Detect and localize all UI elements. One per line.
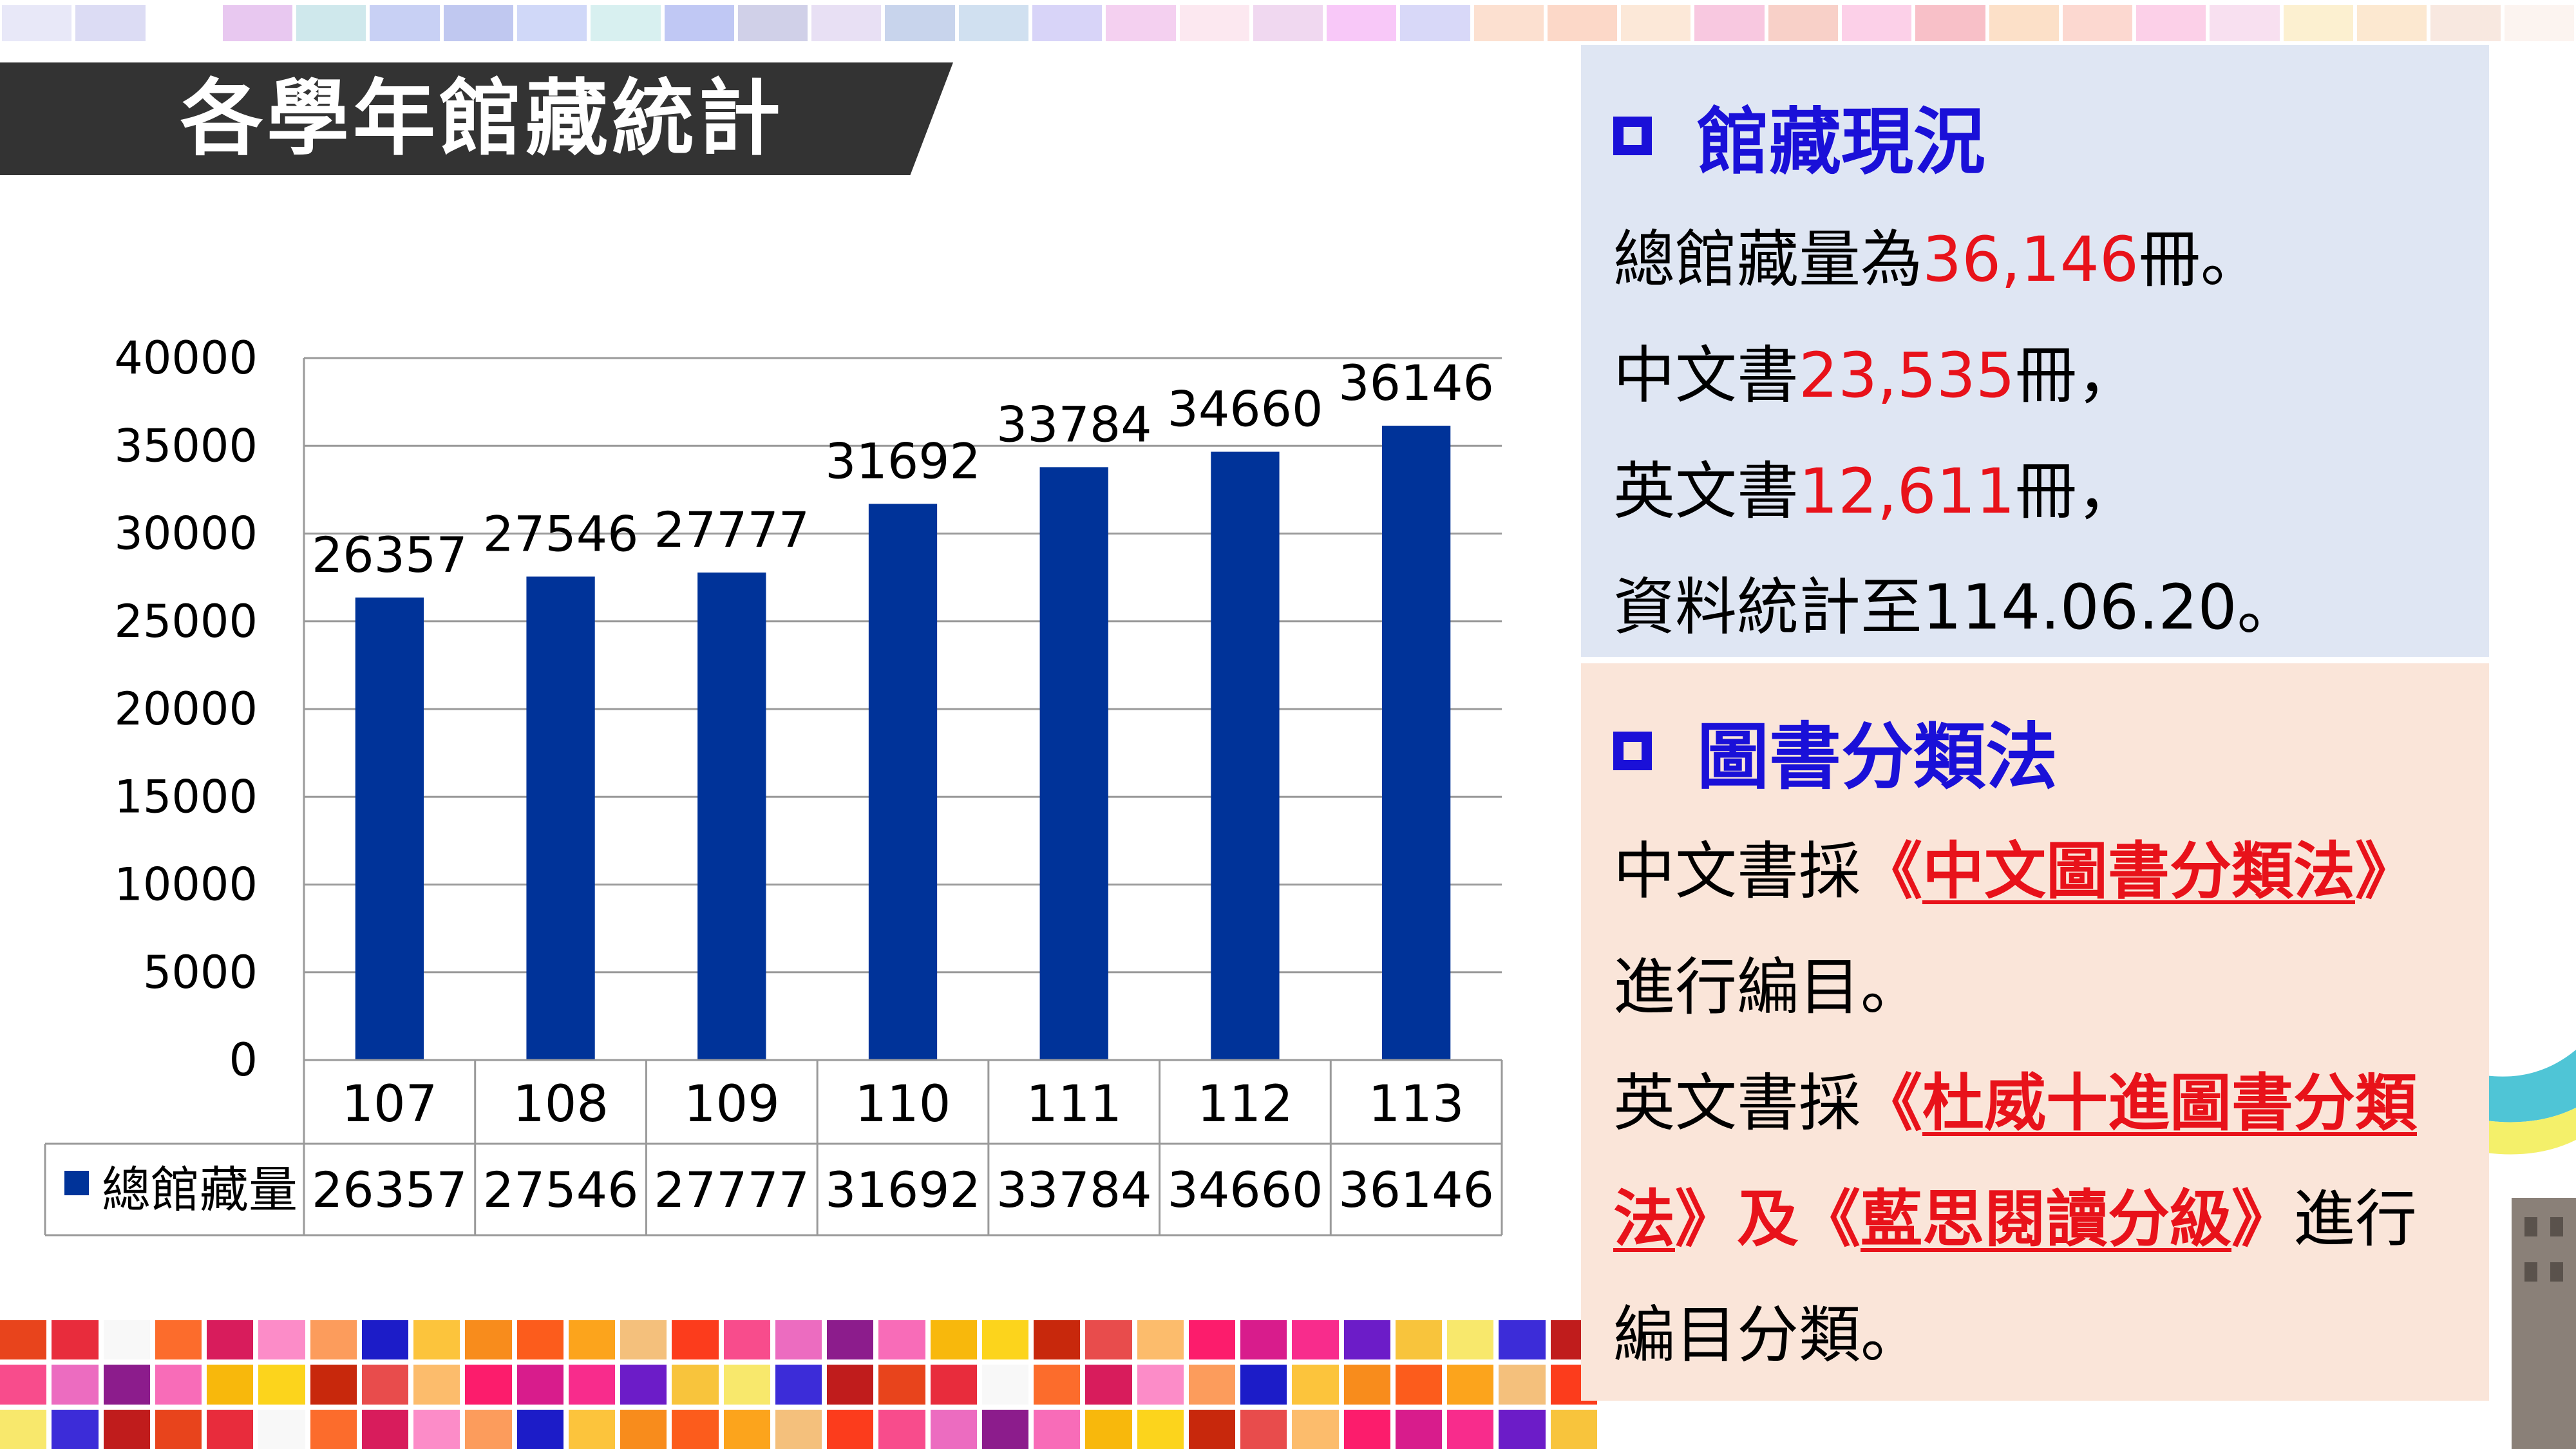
bracket-open: 《 [1861, 835, 1922, 907]
dewey-classification-link-end[interactable]: 法 [1613, 1183, 1675, 1255]
decorative-mosaic [0, 1320, 1597, 1449]
data-label: 34660 [1168, 381, 1323, 438]
x-category-label: 107 [341, 1075, 437, 1133]
bar [1039, 467, 1108, 1060]
collection-status-title: 館藏現況 [1697, 100, 1985, 184]
square-bullet-icon [1613, 732, 1652, 770]
lexile-link[interactable]: 藍思閱讀分級 [1861, 1183, 2231, 1255]
english-prefix: 英文書 [1613, 455, 1799, 527]
y-tick-label: 15000 [114, 770, 258, 823]
y-tick-label: 40000 [114, 332, 258, 384]
lexile-line: 法》及《藍思閱讀分級》進行 [1613, 1169, 2417, 1258]
y-tick-label: 35000 [114, 419, 258, 472]
bracket-close: 》 [2231, 1183, 2293, 1255]
y-tick-label: 20000 [114, 683, 258, 735]
table-value: 36146 [1338, 1161, 1494, 1218]
series-name: 總館藏量 [102, 1161, 298, 1218]
classification-heading: 圖書分類法 [1613, 699, 2058, 803]
chinese-prefix: 中文書 [1613, 339, 1799, 412]
english-books-line: 英文書12,611冊， [1613, 441, 2139, 531]
bar-chart: 26357 27546 27777 31692 33784 34660 36146 0 500… [44, 332, 1503, 1236]
total-prefix: 總館藏量為 [1613, 223, 1922, 296]
english-suffix: 冊， [2014, 455, 2139, 527]
classification-title: 圖書分類法 [1697, 715, 2058, 799]
bracket-close: 》 [2355, 835, 2417, 907]
chinese-class-prefix: 中文書採 [1613, 835, 1861, 907]
data-label: 26357 [312, 526, 468, 583]
chinese-value: 23,535 [1799, 339, 2015, 412]
title-banner [0, 62, 953, 175]
x-category-label: 111 [1026, 1075, 1122, 1133]
bracket-open: 《 [1861, 1067, 1922, 1139]
lexile-suffix: 進行 [2293, 1183, 2417, 1255]
chinese-suffix: 冊， [2014, 339, 2139, 412]
chinese-cataloging-line: 進行編目。 [1613, 951, 1922, 1023]
total-suffix: 冊。 [2138, 223, 2262, 296]
square-bullet-icon [1613, 117, 1652, 155]
page-title: 各學年館藏統計 [180, 71, 785, 167]
data-label: 27546 [483, 505, 639, 562]
y-tick-label: 10000 [114, 858, 258, 911]
x-category-label: 112 [1197, 1075, 1293, 1133]
y-tick-label: 25000 [114, 595, 258, 648]
y-tick-label: 0 [229, 1034, 258, 1086]
bar [868, 504, 938, 1060]
data-label: 31692 [825, 432, 981, 489]
bars [355, 426, 1451, 1060]
chinese-classification-line: 中文書採《中文圖書分類法》 [1613, 821, 2417, 911]
y-tick-label: 30000 [114, 507, 258, 560]
data-date-line: 資料統計至114.06.20。 [1613, 571, 2299, 643]
data-labels: 26357 27546 27777 31692 33784 34660 36146 [312, 354, 1494, 583]
table-value: 33784 [996, 1161, 1152, 1218]
bar [1382, 426, 1451, 1060]
x-category-label: 108 [513, 1075, 609, 1133]
english-value: 12,611 [1799, 455, 2015, 527]
collection-status-panel: 館藏現況 總館藏量為36,146冊。 中文書23,535冊， 英文書12,611… [1581, 45, 2489, 657]
table-value: 26357 [312, 1161, 468, 1218]
bar [526, 576, 595, 1060]
decorative-top-strip [0, 0, 2576, 46]
y-tick-label: 5000 [143, 946, 258, 999]
bar [697, 573, 766, 1060]
chinese-classification-link[interactable]: 中文圖書分類法 [1922, 835, 2355, 907]
total-collection-line: 總館藏量為36,146冊。 [1613, 209, 2262, 299]
total-value: 36,146 [1922, 223, 2139, 296]
dewey-classification-link[interactable]: 杜威十進圖書分類 [1922, 1067, 2417, 1139]
bar [355, 597, 424, 1060]
chinese-books-line: 中文書23,535冊， [1613, 325, 2139, 415]
english-class-prefix: 英文書採 [1613, 1067, 1861, 1139]
data-label: 27777 [654, 501, 810, 558]
table-value: 34660 [1168, 1161, 1323, 1218]
table-value: 31692 [825, 1161, 981, 1218]
data-table: 107 26357 108 27546 109 27777 110 31692 111 33784… [44, 1059, 1503, 1236]
x-category-label: 110 [855, 1075, 951, 1133]
table-value: 27777 [654, 1161, 810, 1218]
decorative-swoosh [2486, 1050, 2576, 1449]
y-axis-ticks: 0 5000 10000 15000 20000 25000 30000 35000 40000 [114, 332, 258, 1086]
x-category-label: 109 [684, 1075, 780, 1133]
data-label: 36146 [1338, 354, 1494, 412]
bar [1211, 451, 1280, 1060]
collection-status-heading: 館藏現況 [1613, 84, 1985, 188]
classification-panel: 圖書分類法 中文書採《中文圖書分類法》 進行編目。 英文書採《杜威十進圖書分類 … [1581, 663, 2489, 1401]
x-category-label: 113 [1368, 1075, 1464, 1133]
english-cataloging-line: 編目分類。 [1613, 1299, 1922, 1371]
data-label: 33784 [996, 395, 1152, 453]
table-value: 27546 [483, 1161, 639, 1218]
legend-swatch [64, 1171, 89, 1195]
english-classification-line: 英文書採《杜威十進圖書分類 [1613, 1053, 2417, 1142]
bracket-mid: 》及《 [1675, 1183, 1861, 1255]
